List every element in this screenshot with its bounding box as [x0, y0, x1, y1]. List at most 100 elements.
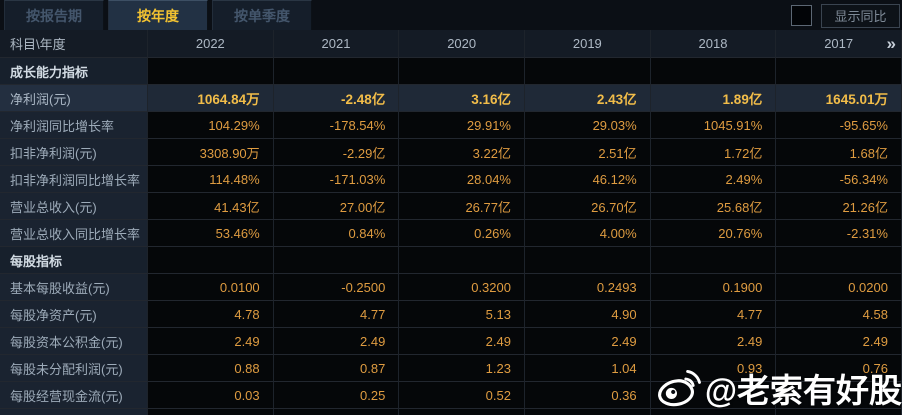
value-cell: 0.0200: [776, 274, 902, 301]
row-label[interactable]: 净利润同比增长率: [0, 112, 148, 139]
table-header-row: 科目\年度 2022 2021 2020 2019 2018 2017 »: [0, 30, 902, 58]
row-label[interactable]: 扣非净利润(元): [0, 139, 148, 166]
table-row: 每股净资产(元) 4.78 4.77 5.13 4.90 4.77 4.58: [0, 301, 902, 328]
row-label[interactable]: 每股未分配利润(元): [0, 355, 148, 382]
value-cell: 4.77: [650, 301, 777, 328]
value-cell: [776, 382, 902, 409]
show-yoy-label[interactable]: 显示同比: [821, 3, 900, 28]
value-cell: 25.68亿: [650, 193, 777, 220]
clipped-cell: [148, 409, 274, 415]
value-cell: 4.58: [776, 301, 902, 328]
year-column-header[interactable]: 2020: [399, 30, 525, 58]
row-label[interactable]: 成长能力指标: [0, 58, 148, 85]
value-cell: 0.1900: [650, 274, 777, 301]
value-cell: 2.49: [399, 328, 525, 355]
table-row: 每股未分配利润(元) 0.88 0.87 1.23 1.04 0.93 0.76: [0, 355, 902, 382]
value-cell: 21.26亿: [776, 193, 902, 220]
value-cell: 0.26%: [399, 220, 525, 247]
value-cell: 27.00亿: [273, 193, 400, 220]
clipped-cell: [273, 409, 400, 415]
year-label: 2018: [698, 36, 728, 51]
tab-by-single-quarter[interactable]: 按单季度: [212, 0, 312, 30]
year-column-header[interactable]: 2021: [273, 30, 400, 58]
table-row: 每股资本公积金(元) 2.49 2.49 2.49 2.49 2.49 2.49: [0, 328, 902, 355]
value-cell: 1045.91%: [650, 112, 777, 139]
value-cell: -171.03%: [273, 166, 400, 193]
period-tab-bar: 按报告期 按年度 按单季度 显示同比: [0, 0, 902, 30]
value-cell: 0.93: [650, 355, 777, 382]
value-cell: 2.49: [776, 328, 902, 355]
value-cell: 41.43亿: [148, 193, 274, 220]
more-years-icon[interactable]: »: [886, 34, 896, 53]
value-cell: 2.49: [524, 328, 651, 355]
year-label: 2017: [824, 36, 854, 51]
value-cell: 26.70亿: [524, 193, 651, 220]
value-cell: [776, 247, 902, 274]
row-label[interactable]: 每股净资产(元): [0, 301, 148, 328]
section-row: 成长能力指标: [0, 58, 902, 85]
year-label: 2022: [195, 36, 225, 51]
value-cell: [273, 58, 400, 85]
show-yoy-control: 显示同比: [791, 3, 900, 28]
year-column-header[interactable]: 2017 »: [776, 30, 902, 58]
row-label[interactable]: 每股指标: [0, 247, 148, 274]
table-row: 净利润(元) 1064.84万 -2.48亿 3.16亿 2.43亿 1.89亿 1645.…: [0, 85, 902, 112]
value-cell: 26.77亿: [399, 193, 525, 220]
value-cell: [399, 247, 525, 274]
value-cell: 0.88: [148, 355, 274, 382]
table-row: 基本每股收益(元) 0.0100 -0.2500 0.3200 0.2493 0.1900…: [0, 274, 902, 301]
value-cell: -95.65%: [776, 112, 902, 139]
value-cell: 114.48%: [148, 166, 274, 193]
show-yoy-checkbox[interactable]: [791, 5, 812, 26]
value-cell: -56.34%: [776, 166, 902, 193]
table-row: 每股经营现金流(元) 0.03 0.25 0.52 0.36: [0, 382, 902, 409]
value-cell: 0.0100: [148, 274, 274, 301]
value-cell: 29.03%: [524, 112, 651, 139]
value-cell: 29.91%: [399, 112, 525, 139]
value-cell: 0.84%: [273, 220, 400, 247]
value-cell: 104.29%: [148, 112, 274, 139]
value-cell: 2.43亿: [524, 85, 651, 112]
table-row: 营业总收入(元) 41.43亿 27.00亿 26.77亿 26.70亿 25.68亿 21…: [0, 193, 902, 220]
table-body: 成长能力指标 净利润(元) 1064.84万 -2.48亿 3.16亿 2.43亿 1.89…: [0, 58, 902, 409]
value-cell: 0.36: [524, 382, 651, 409]
year-column-header[interactable]: 2019: [524, 30, 651, 58]
value-cell: [148, 247, 274, 274]
section-row: 每股指标: [0, 247, 902, 274]
value-cell: 3308.90万: [148, 139, 274, 166]
value-cell: [650, 382, 777, 409]
row-label[interactable]: 每股经营现金流(元): [0, 382, 148, 409]
table-row: 净利润同比增长率 104.29% -178.54% 29.91% 29.03% 1045.…: [0, 112, 902, 139]
row-label[interactable]: 基本每股收益(元): [0, 274, 148, 301]
value-cell: 28.04%: [399, 166, 525, 193]
value-cell: 4.90: [524, 301, 651, 328]
value-cell: 1.72亿: [650, 139, 777, 166]
year-column-header[interactable]: 2022: [148, 30, 274, 58]
row-label[interactable]: 营业总收入同比增长率: [0, 220, 148, 247]
row-label[interactable]: 扣非净利润同比增长率: [0, 166, 148, 193]
value-cell: -0.2500: [273, 274, 400, 301]
value-cell: 2.51亿: [524, 139, 651, 166]
value-cell: 5.13: [399, 301, 525, 328]
table-row: 营业总收入同比增长率 53.46% 0.84% 0.26% 4.00% 20.76% -2.…: [0, 220, 902, 247]
value-cell: 20.76%: [650, 220, 777, 247]
value-cell: 2.49: [273, 328, 400, 355]
tab-by-report-period[interactable]: 按报告期: [4, 0, 104, 30]
table-row: 扣非净利润(元) 3308.90万 -2.29亿 3.22亿 2.51亿 1.72亿 1.6…: [0, 139, 902, 166]
clipped-row: [0, 409, 902, 415]
value-cell: 0.2493: [524, 274, 651, 301]
row-label[interactable]: 营业总收入(元): [0, 193, 148, 220]
value-cell: 1.89亿: [650, 85, 777, 112]
tab-by-year[interactable]: 按年度: [108, 0, 208, 30]
value-cell: -178.54%: [273, 112, 400, 139]
year-column-header[interactable]: 2018: [650, 30, 777, 58]
row-label[interactable]: 每股资本公积金(元): [0, 328, 148, 355]
clipped-cell: [399, 409, 525, 415]
value-cell: -2.31%: [776, 220, 902, 247]
value-cell: [524, 247, 651, 274]
year-label: 2020: [447, 36, 477, 51]
value-cell: [524, 58, 651, 85]
value-cell: 0.76: [776, 355, 902, 382]
row-label[interactable]: 净利润(元): [0, 85, 148, 112]
value-cell: -2.29亿: [273, 139, 400, 166]
